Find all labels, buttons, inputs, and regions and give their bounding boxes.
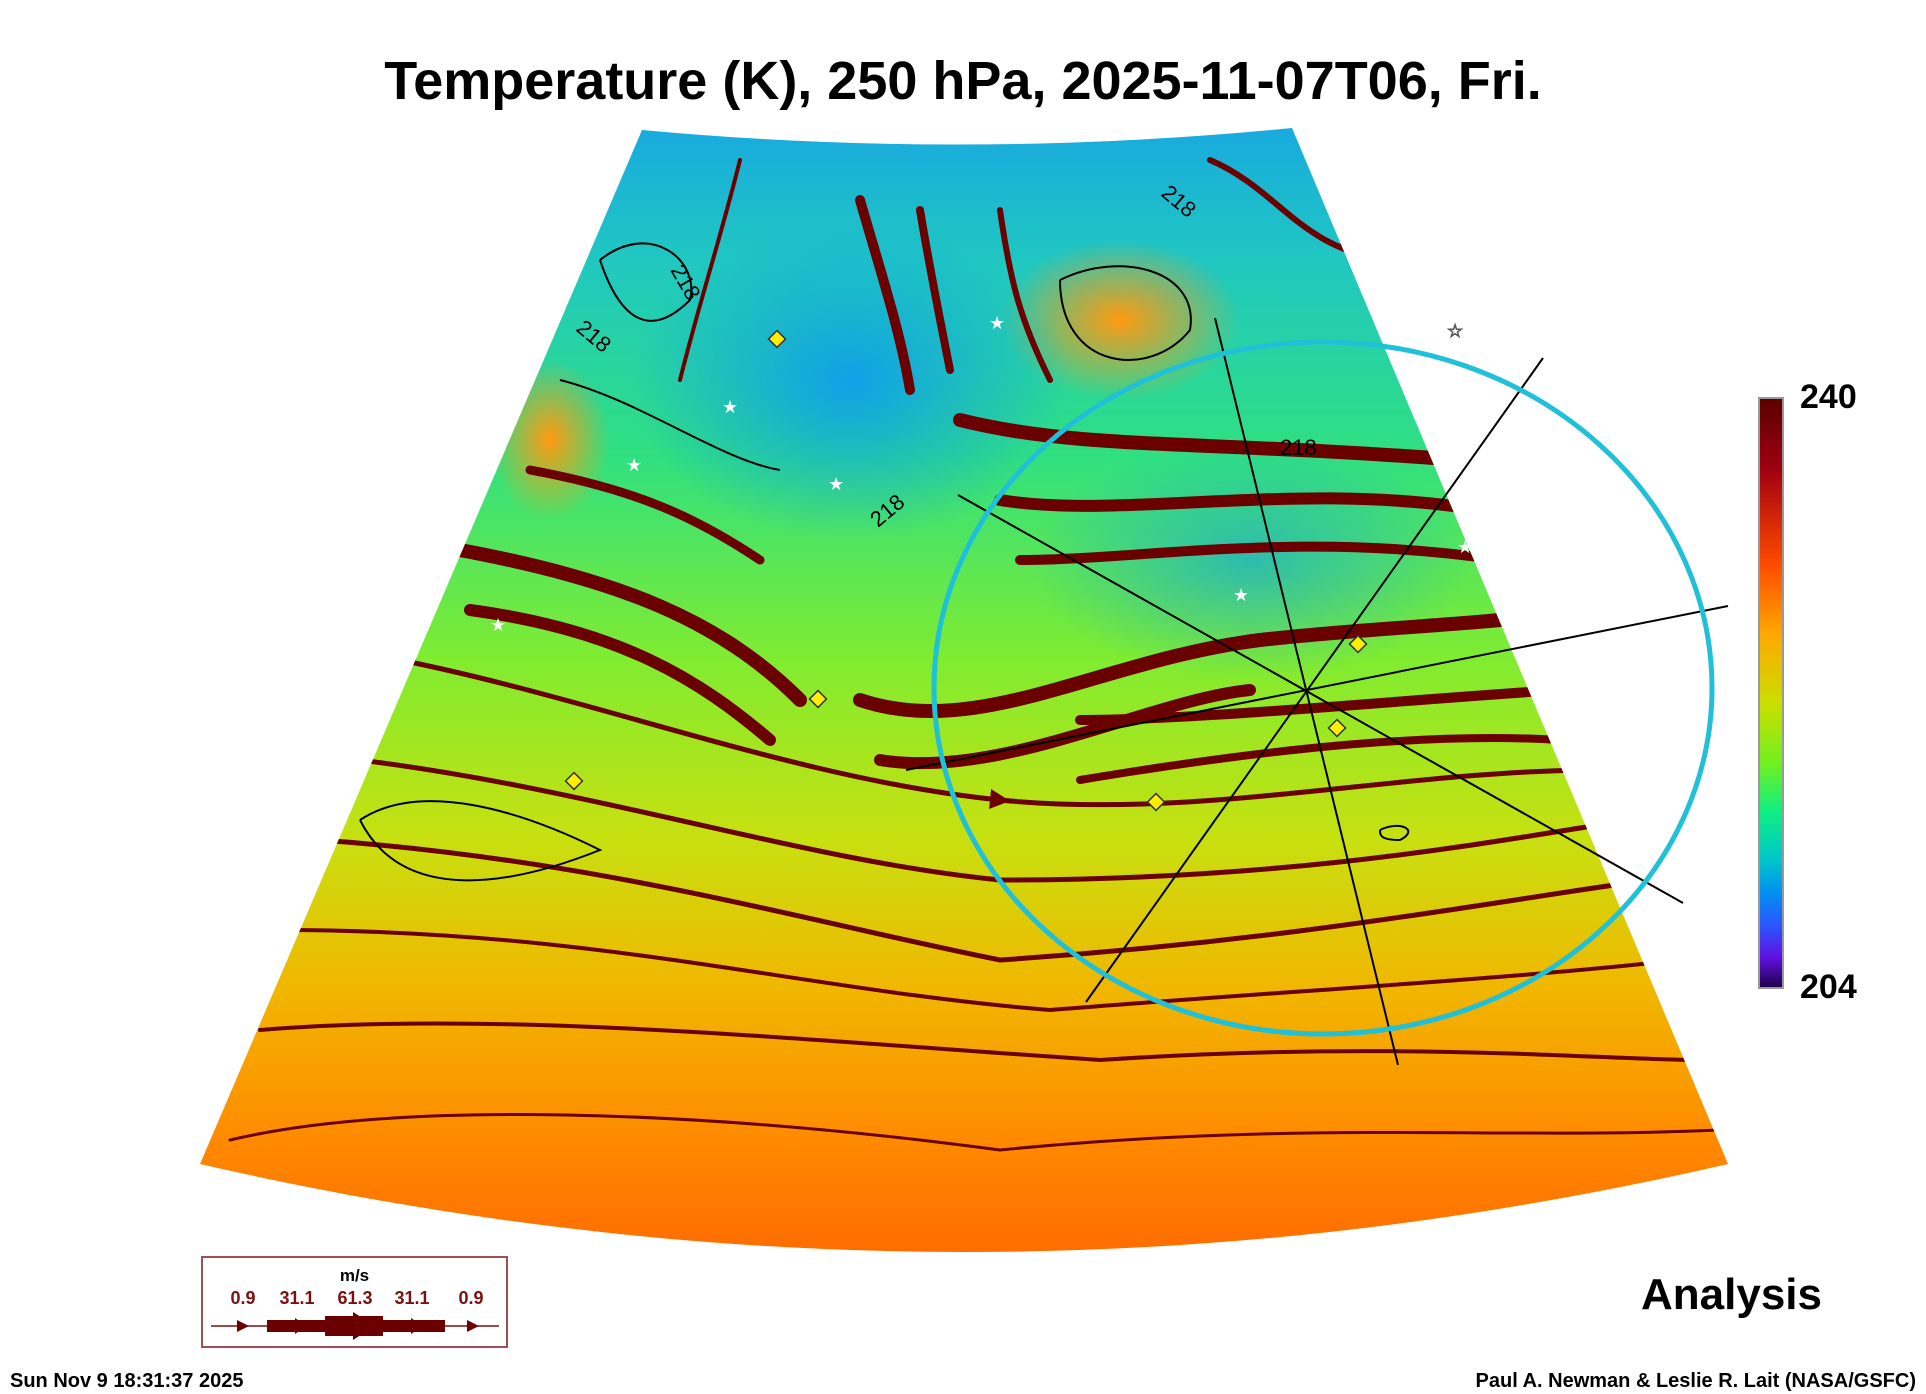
legend-value: 31.1: [394, 1288, 430, 1308]
cross-section-lines: [905, 317, 1729, 1066]
wind-streamlines: [228, 157, 1722, 1152]
station-markers: [564, 329, 1368, 812]
contour-label: 218: [1280, 435, 1317, 460]
svg-text:★: ★: [490, 615, 506, 636]
colorbar: [1758, 397, 1784, 989]
colorbar-max-label: 240: [1800, 378, 1857, 416]
legend-value: 0.9: [458, 1288, 484, 1308]
svg-text:★: ★: [626, 455, 642, 476]
page-title: Temperature (K), 250 hPa, 2025-11-07T06,…: [384, 51, 1542, 111]
svg-text:★: ★: [1233, 585, 1249, 606]
star-markers: ★ ★ ★ ★ ★ ★ ★ ☆: [490, 313, 1473, 636]
legend-value: 0.9: [230, 1288, 256, 1308]
temperature-contours: [359, 242, 1410, 882]
wind-speed-legend: m/s 0.9 31.1 61.3 31.1 0.9: [201, 1256, 508, 1348]
svg-text:★: ★: [828, 474, 844, 495]
colorbar-min-label: 204: [1800, 968, 1857, 1006]
legend-unit: m/s: [339, 1266, 370, 1285]
analysis-label: Analysis: [1641, 1270, 1822, 1319]
legend-arrow-scale: [211, 1312, 499, 1340]
svg-text:★: ★: [1457, 537, 1473, 558]
svg-text:★: ★: [722, 397, 738, 418]
svg-text:★: ★: [989, 313, 1005, 334]
timestamp: Sun Nov 9 18:31:37 2025: [10, 1370, 244, 1392]
svg-text:☆: ☆: [1447, 321, 1463, 342]
range-circle: [931, 339, 1715, 1037]
legend-value: 61.3: [337, 1288, 373, 1308]
credit: Paul A. Newman & Leslie R. Lait (NASA/GS…: [1475, 1370, 1916, 1392]
legend-value: 31.1: [279, 1288, 315, 1308]
